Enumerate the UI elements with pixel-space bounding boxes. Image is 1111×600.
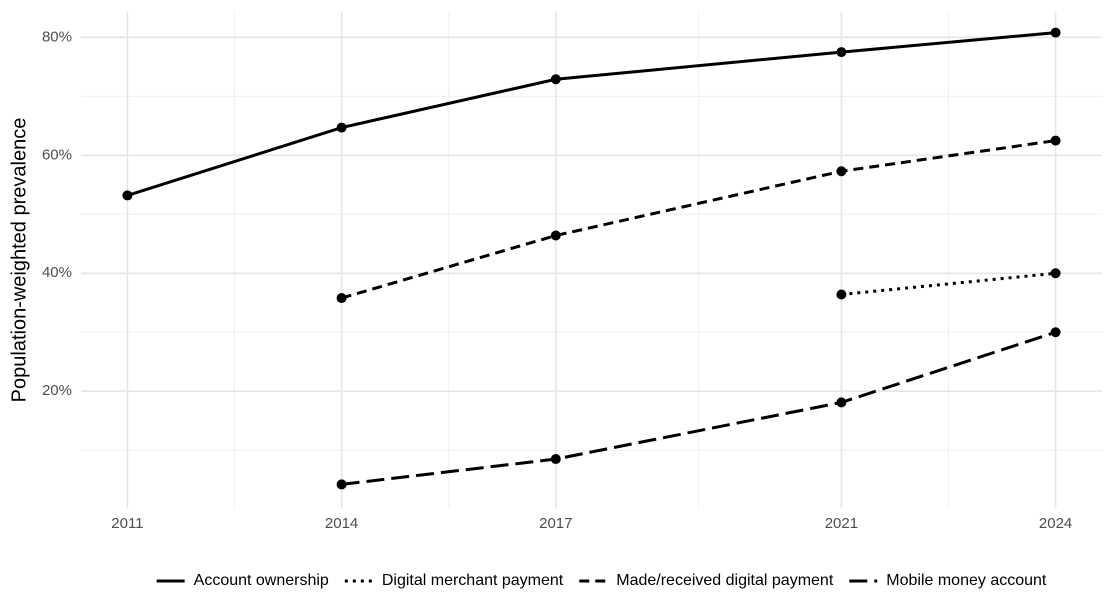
legend: Account ownership Digital merchant paymen… bbox=[156, 572, 1047, 589]
x-tick-label: 2017 bbox=[539, 515, 572, 532]
data-point bbox=[836, 397, 847, 408]
data-point bbox=[1050, 27, 1061, 38]
data-point bbox=[122, 190, 133, 201]
legend-label: Digital merchant payment bbox=[382, 572, 564, 589]
series-line bbox=[341, 330, 1057, 486]
y-axis-title: Population-weighted prevalence bbox=[8, 118, 30, 403]
data-point bbox=[336, 479, 347, 490]
data-point bbox=[550, 74, 561, 85]
data-point bbox=[550, 454, 561, 465]
x-tick-label: 2014 bbox=[325, 515, 358, 532]
data-point bbox=[336, 293, 347, 304]
x-tick-label: 2024 bbox=[1039, 515, 1072, 532]
data-point bbox=[1050, 268, 1061, 279]
y-tick-label: 60% bbox=[42, 146, 72, 163]
data-point bbox=[836, 47, 847, 58]
x-tick-label: 2011 bbox=[111, 515, 143, 532]
data-point bbox=[836, 289, 847, 300]
legend-label: Account ownership bbox=[194, 572, 329, 589]
y-tick-label: 40% bbox=[42, 264, 72, 281]
data-point bbox=[550, 230, 561, 241]
y-tick-label: 80% bbox=[42, 28, 72, 45]
legend-label: Made/received digital payment bbox=[616, 572, 834, 589]
data-point bbox=[1050, 135, 1061, 146]
y-tick-label: 20% bbox=[42, 382, 72, 399]
legend-label: Mobile money account bbox=[886, 572, 1047, 589]
x-tick-label: 2021 bbox=[825, 515, 858, 532]
data-point bbox=[836, 166, 847, 177]
series-line bbox=[126, 31, 1056, 197]
series-line bbox=[341, 139, 1056, 300]
data-point bbox=[336, 122, 347, 133]
data-point bbox=[1050, 327, 1061, 338]
